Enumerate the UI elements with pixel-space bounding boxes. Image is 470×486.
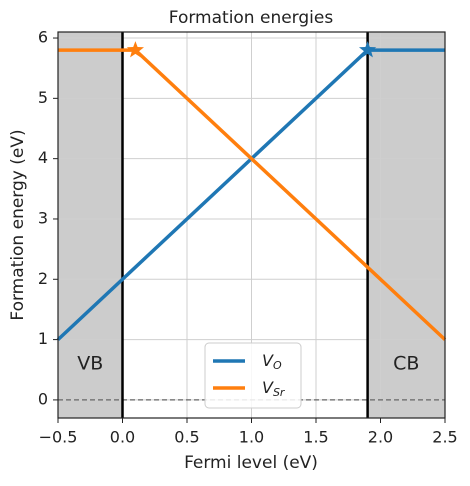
legend-label: VSr (262, 378, 286, 400)
legend-subscript: Sr (273, 386, 286, 399)
region-label: VB (77, 353, 103, 375)
y-tick-label: 3 (38, 208, 48, 227)
y-axis-label: Formation energy (eV) (8, 129, 28, 320)
y-tick-label: 6 (38, 28, 48, 47)
legend-subscript: O (273, 359, 282, 372)
x-axis-label: Fermi level (eV) (184, 453, 318, 473)
legend-name: V (262, 351, 274, 370)
x-tick-label: 2.5 (432, 428, 457, 447)
x-tick-label: 0.0 (110, 428, 135, 447)
region (58, 32, 123, 418)
legend-box (204, 342, 302, 409)
x-tick-label: 0.5 (174, 428, 199, 447)
star-marker (126, 41, 144, 58)
chart-title: Formation energies (169, 8, 334, 28)
legend-name: V (262, 378, 274, 397)
y-tick-label: 4 (38, 148, 48, 167)
y-tick-label: 0 (38, 389, 48, 408)
y-tick-label: 1 (38, 329, 48, 348)
y-tick-label: 2 (38, 269, 48, 288)
x-tick-label: −0.5 (39, 428, 78, 447)
region-label: CB (393, 353, 419, 375)
legend-label: VO (262, 351, 282, 373)
y-tick-label: 5 (38, 88, 48, 107)
plot-frame (57, 31, 446, 419)
x-tick-label: 1.5 (303, 428, 328, 447)
x-tick-label: 2.0 (368, 428, 393, 447)
star-marker (359, 41, 377, 58)
x-tick-label: 1.0 (239, 428, 264, 447)
